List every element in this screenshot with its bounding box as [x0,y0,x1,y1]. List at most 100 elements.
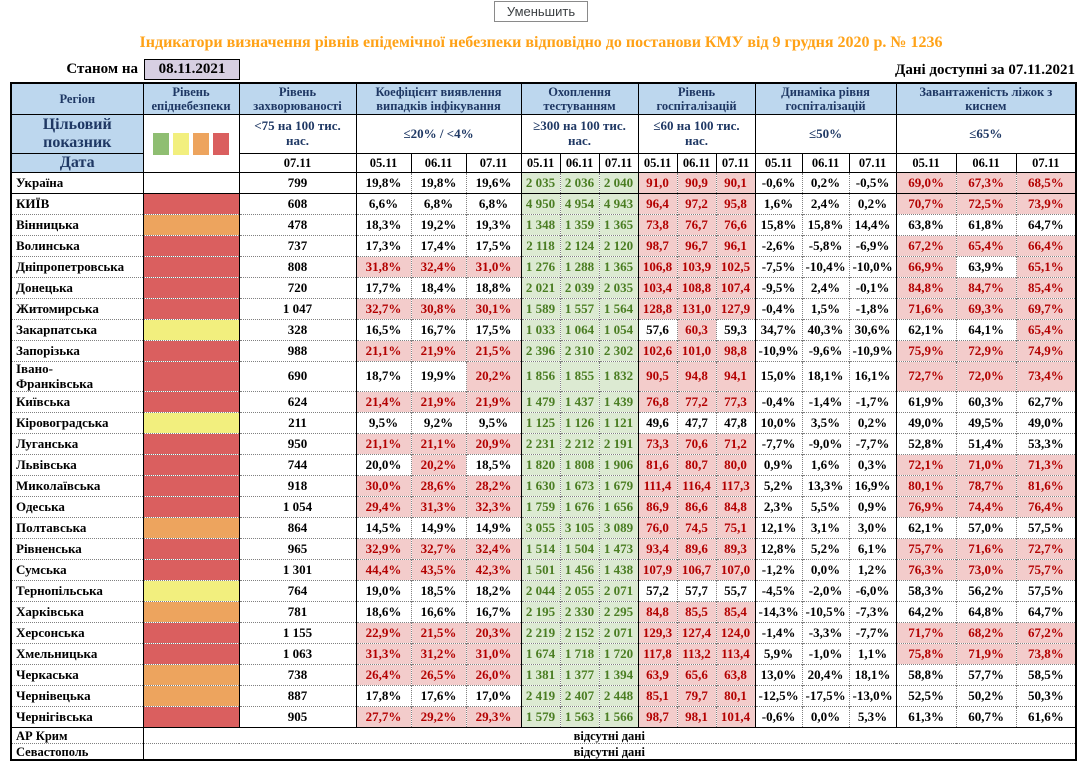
cell-testing-coverage: 1 557 [559,298,600,320]
cell-danger-level [142,580,239,602]
cell-hospitalization-dynamics: 0,2% [848,193,897,215]
cell-hospitalization-level: 80,1 [715,685,756,707]
cell-hospitalization-dynamics: 5,2% [754,475,803,497]
region-row: Львівська 744 20,0% 20,2% 18,5% 1 820 1 808 1 9… [10,454,1077,476]
cell-detection-rate: 9,5% [465,412,522,434]
shrink-button[interactable]: Уменьшить [493,1,589,22]
date-header: 05.11 [895,153,957,173]
cell-hospitalization-dynamics: -10,5% [801,601,850,623]
cell-hospitalization-level: 47,8 [715,412,756,434]
cell-testing-coverage: 2 212 [559,433,600,455]
col-header-danger-level: Рівень епіднебезпеки [142,82,240,115]
col-header-hospitalization: Рівень госпіталізацій [637,82,756,115]
col-header-dynamics: Динаміка рівня госпіталізацій [754,82,897,115]
cell-region: Полтавська [10,517,143,539]
cell-danger-level [142,664,239,686]
cell-region: Київська [10,391,143,413]
cell-hospitalization-level: 71,2 [715,433,756,455]
cell-hospitalization-level: 55,7 [715,580,756,602]
cell-testing-coverage: 1 679 [598,475,639,497]
cell-oxygen-beds-occupancy: 70,7% [895,193,957,215]
cell-hospitalization-dynamics: -6,0% [848,580,897,602]
region-row: Донецька 720 17,7% 18,4% 18,8% 2 021 2 039 2 03… [10,277,1077,299]
as-of-block: Станом на 08.11.2021 [10,59,240,80]
cell-oxygen-beds-occupancy: 51,4% [955,433,1017,455]
cell-detection-rate: 20,2% [410,454,466,476]
cell-hospitalization-level: 57,7 [676,580,717,602]
cell-danger-level [142,622,239,644]
cell-testing-coverage: 1 759 [520,496,561,518]
date-header: 07.11 [598,153,639,173]
cell-detection-rate: 21,5% [410,622,466,644]
cell-detection-rate: 29,2% [410,706,466,728]
cell-detection-rate: 26,0% [465,664,522,686]
cell-detection-rate: 28,2% [465,475,522,497]
cell-region: Тернопільська [10,580,143,602]
cell-hospitalization-dynamics: -0,4% [754,298,803,320]
cell-oxygen-beds-occupancy: 72,0% [955,360,1017,392]
cell-oxygen-beds-occupancy: 60,3% [955,391,1017,413]
target-testing: ≥300 на 100 тис. нас. [520,114,639,154]
cell-oxygen-beds-occupancy: 50,2% [955,685,1017,707]
cell-testing-coverage: 1 437 [559,391,600,413]
cell-testing-coverage: 2 120 [598,235,639,257]
cell-hospitalization-dynamics: 0,9% [754,454,803,476]
cell-hospitalization-dynamics: 12,8% [754,538,803,560]
cell-incidence: 744 [238,454,356,476]
cell-oxygen-beds-occupancy: 68,2% [955,622,1017,644]
cell-danger-level [142,319,239,341]
cell-hospitalization-level: 75,1 [715,517,756,539]
cell-oxygen-beds-occupancy: 61,9% [895,391,957,413]
cell-hospitalization-level: 127,4 [676,622,717,644]
cell-detection-rate: 19,0% [355,580,411,602]
cell-testing-coverage: 2 118 [520,235,561,257]
cell-testing-coverage: 2 035 [598,277,639,299]
cell-detection-rate: 31,8% [355,256,411,278]
cell-hospitalization-dynamics: -7,7% [848,433,897,455]
cell-hospitalization-dynamics: -12,5% [754,685,803,707]
cell-hospitalization-level: 128,8 [637,298,678,320]
cell-hospitalization-level: 60,3 [676,319,717,341]
date-row-label: Дата [10,153,144,173]
region-row: Тернопільська 764 19,0% 18,5% 18,2% 2 044 2 05… [10,580,1077,602]
cell-oxygen-beds-occupancy: 69,7% [1015,298,1077,320]
cell-oxygen-beds-occupancy: 72,5% [955,193,1017,215]
cell-hospitalization-level: 80,0 [715,454,756,476]
cell-detection-rate: 30,1% [465,298,522,320]
cell-region: Вінницька [10,214,143,236]
region-row: Рівненська 965 32,9% 32,7% 32,4% 1 514 1 504 1 … [10,538,1077,560]
cell-testing-coverage: 2 152 [559,622,600,644]
cell-oxygen-beds-occupancy: 63,8% [895,214,957,236]
cell-testing-coverage: 1 832 [598,360,639,392]
col-header-detection: Коефіцієнт виявлення випадків інфікуванн… [355,82,522,115]
cell-testing-coverage: 1 808 [559,454,600,476]
cell-hospitalization-level: 117,3 [715,475,756,497]
cell-hospitalization-dynamics: 14,4% [848,214,897,236]
cell-oxygen-beds-occupancy: 72,7% [895,360,957,392]
cell-incidence: 764 [238,580,356,602]
cell-detection-rate: 17,0% [465,685,522,707]
cell-hospitalization-level: 84,8 [715,496,756,518]
cell-detection-rate: 18,5% [465,454,522,476]
cell-hospitalization-level: 77,3 [715,391,756,413]
cell-testing-coverage: 3 055 [520,517,561,539]
cell-hospitalization-level: 95,8 [715,193,756,215]
cell-hospitalization-dynamics: 20,4% [801,664,850,686]
cell-oxygen-beds-occupancy: 67,2% [895,235,957,257]
cell-hospitalization-dynamics: 18,1% [848,664,897,686]
cell-danger-level [142,706,239,728]
cell-oxygen-beds-occupancy: 64,1% [955,319,1017,341]
cell-danger-level [142,454,239,476]
cell-incidence: 905 [238,706,356,728]
cell-hospitalization-level: 107,4 [715,277,756,299]
cell-hospitalization-level: 117,8 [637,643,678,665]
cell-testing-coverage: 1 473 [598,538,639,560]
cell-oxygen-beds-occupancy: 72,7% [1015,538,1077,560]
cell-region: Рівненська [10,538,143,560]
cell-danger-level [142,193,239,215]
cell-hospitalization-dynamics: 18,1% [801,360,850,392]
cell-testing-coverage: 2 419 [520,685,561,707]
cell-danger-level [142,360,239,392]
cell-testing-coverage: 1 365 [598,214,639,236]
cell-danger-level [142,496,239,518]
